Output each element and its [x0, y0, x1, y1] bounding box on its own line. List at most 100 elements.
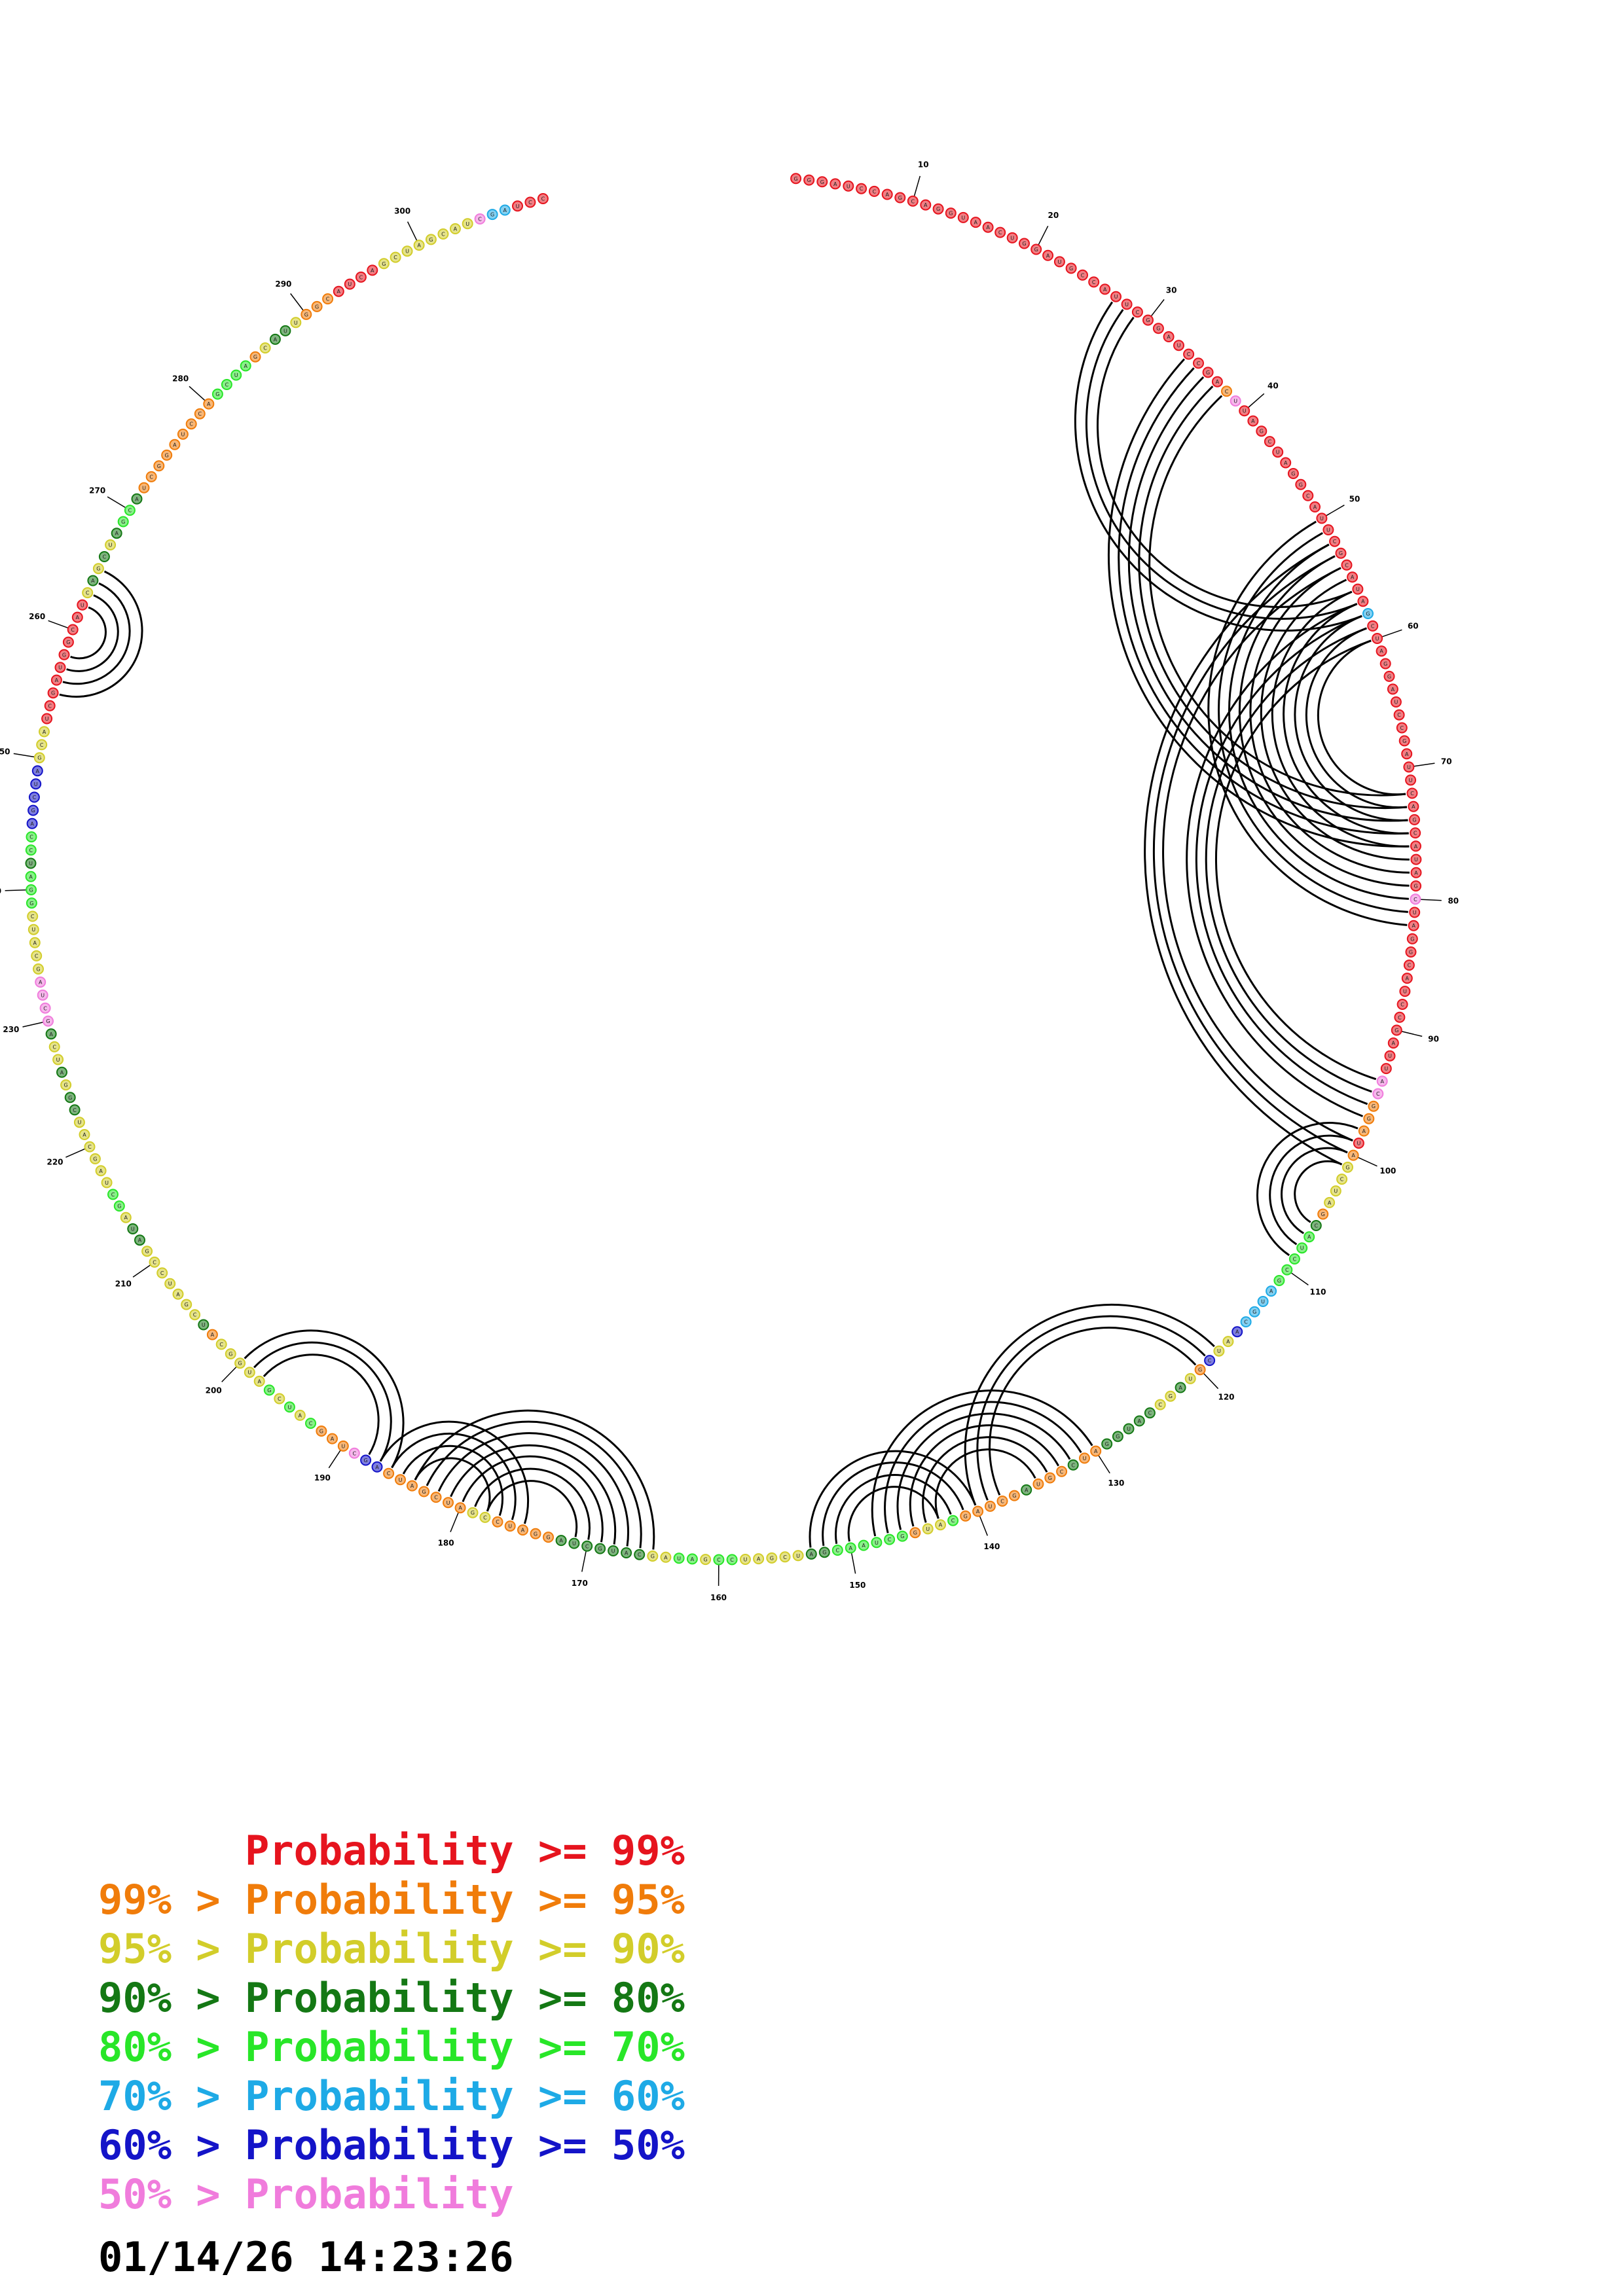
nucleotide: C	[305, 1418, 316, 1429]
nucleotide: G	[543, 1532, 554, 1543]
nucleotide: C	[1336, 1174, 1348, 1185]
svg-text:U: U	[1376, 636, 1379, 642]
svg-text:G: G	[1206, 370, 1210, 376]
nucleotide: A	[1387, 1037, 1399, 1049]
nucleotide: C	[348, 1447, 360, 1459]
svg-text:C: C	[1158, 1402, 1162, 1408]
nucleotide: C	[39, 1002, 51, 1014]
svg-text:C: C	[528, 200, 532, 206]
svg-text:A: A	[244, 363, 247, 369]
nucleotide: G	[89, 1153, 101, 1164]
nucleotide: C	[98, 551, 110, 562]
nucleotide: A	[1280, 457, 1292, 469]
svg-text:G: G	[1169, 1393, 1173, 1399]
nucleotide: G	[1410, 880, 1422, 892]
svg-text:G: G	[490, 212, 494, 218]
svg-text:U: U	[572, 1541, 576, 1547]
svg-text:A: A	[503, 207, 507, 213]
nucleotide: A	[1376, 645, 1387, 657]
nucleotide: U	[504, 1520, 516, 1532]
svg-text:G: G	[1413, 884, 1417, 889]
nucleotide: G	[1142, 314, 1154, 326]
base-pair-arc	[391, 1432, 517, 1520]
nucleotide: A	[830, 178, 841, 190]
svg-text:C: C	[888, 1537, 892, 1543]
svg-text:A: A	[924, 202, 928, 208]
nucleotide: U	[37, 989, 48, 1001]
nucleotide: G	[1317, 1208, 1329, 1220]
nucleotide: A	[1231, 1326, 1243, 1338]
nucleotide: G	[960, 1510, 972, 1522]
svg-text:U: U	[961, 215, 965, 221]
nucleotide: C	[221, 379, 232, 390]
svg-text:G: G	[253, 354, 257, 360]
tick-label: 140	[983, 1542, 1000, 1551]
svg-text:A: A	[49, 1031, 53, 1037]
nucleotide: U	[1173, 340, 1184, 351]
svg-text:C: C	[1315, 1223, 1319, 1229]
svg-text:U: U	[1125, 302, 1129, 308]
base-pair-arc	[414, 1457, 491, 1512]
svg-text:C: C	[998, 230, 1002, 236]
svg-text:C: C	[71, 627, 75, 633]
svg-text:A: A	[1391, 687, 1395, 692]
nucleotide: U	[401, 245, 413, 257]
svg-text:U: U	[105, 1180, 109, 1186]
nucleotide: A	[1401, 973, 1413, 984]
svg-text:A: A	[36, 768, 40, 774]
nucleotide: C	[1154, 1399, 1166, 1410]
svg-text:U: U	[508, 1524, 512, 1530]
nucleotide: C	[189, 1309, 201, 1321]
nucleotide: G	[1368, 1100, 1379, 1112]
svg-text:C: C	[86, 590, 90, 596]
svg-text:A: A	[337, 289, 341, 295]
nucleotide: A	[95, 1165, 107, 1177]
base-pair-arc	[437, 1432, 630, 1547]
tick-label: 110	[1309, 1287, 1326, 1297]
nucleotide: A	[1408, 920, 1419, 931]
nucleotide: C	[36, 739, 48, 751]
nucleotide: G	[211, 388, 223, 400]
base-pair-arc	[847, 1486, 939, 1542]
svg-text:C: C	[717, 1557, 721, 1563]
nucleotide: C	[149, 1256, 160, 1268]
base-pair-arc	[1205, 627, 1372, 1093]
nucleotide: U	[244, 1367, 255, 1378]
nucleotide: C	[1240, 1316, 1252, 1328]
svg-text:G: G	[1146, 317, 1150, 323]
svg-text:A: A	[458, 1505, 462, 1511]
svg-text:U: U	[465, 221, 469, 227]
svg-text:U: U	[1357, 1141, 1360, 1147]
nucleotide: G	[1249, 1306, 1260, 1318]
base-pair-arc	[379, 1420, 530, 1524]
nucleotide: C	[1406, 787, 1418, 799]
svg-text:A: A	[410, 1483, 414, 1489]
tick-line	[1150, 299, 1165, 317]
nucleotide: C	[215, 1338, 227, 1350]
svg-text:A: A	[1103, 287, 1107, 293]
nucleotide: G	[141, 1246, 153, 1257]
base-pair-arc	[1305, 627, 1408, 809]
nucleotide: G	[909, 1527, 921, 1539]
nucleotide: G	[249, 351, 261, 363]
svg-text:G: G	[51, 691, 55, 696]
nucleotide: U	[52, 1054, 64, 1066]
nucleotide: U	[101, 1177, 113, 1189]
nucleotide: A	[79, 1129, 90, 1140]
nucleotide: C	[1329, 535, 1341, 547]
svg-text:C: C	[1060, 1469, 1064, 1475]
svg-text:U: U	[56, 1057, 60, 1063]
nucleotide: A	[1347, 1149, 1359, 1161]
nucleotide: C	[145, 471, 157, 482]
nucleotide: G	[92, 563, 104, 575]
tick-line	[65, 1148, 86, 1158]
nucleotide: C	[48, 1041, 60, 1052]
tick-line	[1420, 899, 1442, 901]
svg-text:U: U	[1413, 910, 1417, 916]
svg-text:G: G	[900, 1534, 904, 1539]
svg-text:G: G	[157, 463, 161, 469]
svg-text:U: U	[234, 372, 238, 378]
svg-text:A: A	[454, 226, 458, 232]
nucleotide: G	[1256, 425, 1267, 437]
svg-text:A: A	[138, 1238, 142, 1244]
